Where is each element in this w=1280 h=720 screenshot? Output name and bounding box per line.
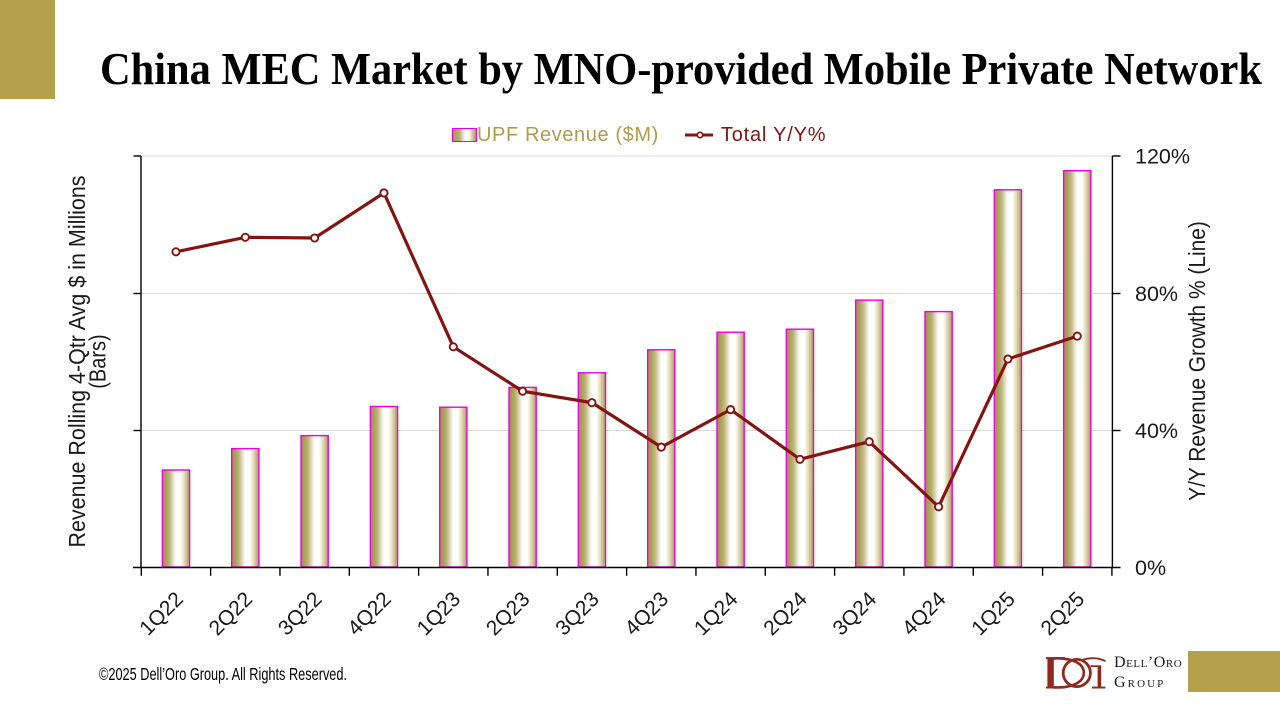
svg-text:1Q22: 1Q22 <box>135 588 188 641</box>
svg-text:Y/Y Revenue Growth % (Line): Y/Y Revenue Growth % (Line) <box>1184 221 1210 501</box>
svg-text:4Q23: 4Q23 <box>621 588 674 641</box>
svg-text:4Q22: 4Q22 <box>343 588 396 641</box>
svg-text:120%: 120% <box>1135 145 1190 169</box>
svg-text:3Q24: 3Q24 <box>829 587 882 640</box>
svg-text:2Q22: 2Q22 <box>205 588 258 641</box>
svg-text:3Q23: 3Q23 <box>551 588 604 641</box>
svg-text:2Q23: 2Q23 <box>482 588 535 641</box>
svg-text:(Bars): (Bars) <box>84 334 111 388</box>
svg-text:2Q24: 2Q24 <box>759 587 812 640</box>
svg-text:40%: 40% <box>1135 419 1178 443</box>
svg-text:Revenue Rolling 4-Qtr Avg $ in: Revenue Rolling 4-Qtr Avg $ in Millions <box>64 175 90 547</box>
svg-text:1Q24: 1Q24 <box>690 587 743 640</box>
svg-text:3Q22: 3Q22 <box>274 588 327 641</box>
svg-text:1Q25: 1Q25 <box>967 588 1020 641</box>
svg-text:4Q24: 4Q24 <box>898 587 951 640</box>
svg-text:1Q23: 1Q23 <box>413 588 466 641</box>
svg-text:2Q25: 2Q25 <box>1037 588 1090 641</box>
svg-text:80%: 80% <box>1135 282 1178 306</box>
svg-text:0%: 0% <box>1135 556 1166 580</box>
